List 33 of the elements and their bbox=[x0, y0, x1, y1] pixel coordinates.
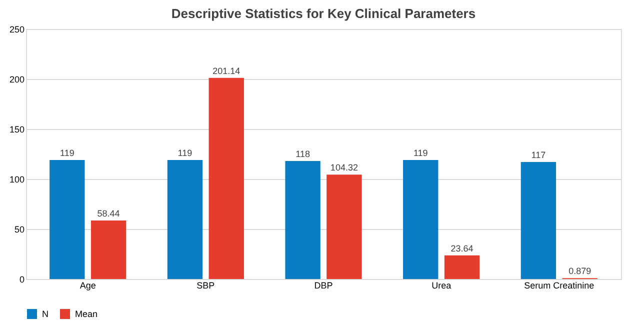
x-tick-label: Serum Creatinine bbox=[524, 280, 594, 290]
bar bbox=[403, 160, 438, 279]
y-tick-label: 0 bbox=[19, 274, 24, 284]
data-label: 0.879 bbox=[568, 266, 592, 276]
data-label: 58.44 bbox=[97, 208, 120, 219]
chart-title: Descriptive Statistics for Key Clinical Parameters bbox=[171, 6, 476, 21]
y-tick-label: 200 bbox=[9, 74, 24, 84]
x-tick-label: Urea bbox=[432, 280, 452, 290]
data-label: 118 bbox=[296, 149, 310, 159]
y-tick-label: 150 bbox=[9, 124, 24, 134]
data-label: 117 bbox=[531, 150, 546, 160]
bar bbox=[208, 78, 244, 279]
bar bbox=[90, 220, 126, 279]
x-tick-label: DBP bbox=[314, 280, 333, 290]
bar bbox=[326, 174, 362, 279]
x-tick-label: Age bbox=[80, 280, 96, 290]
data-label: 119 bbox=[413, 148, 428, 158]
data-label: 104.32 bbox=[330, 162, 358, 173]
y-tick-label: 250 bbox=[9, 24, 24, 34]
data-label: 119 bbox=[178, 148, 192, 158]
data-label: 23.64 bbox=[450, 243, 474, 254]
x-tick-label: SBP bbox=[196, 280, 215, 290]
y-tick-label: 50 bbox=[14, 224, 24, 234]
bar bbox=[167, 160, 203, 279]
data-label: 201.14 bbox=[212, 66, 240, 76]
bar bbox=[444, 255, 480, 279]
bar bbox=[520, 162, 556, 279]
y-tick-label: 100 bbox=[9, 174, 24, 184]
legend-label: Mean bbox=[75, 309, 98, 319]
bar bbox=[50, 160, 85, 279]
bar bbox=[285, 161, 320, 279]
data-label: 119 bbox=[60, 148, 74, 158]
legend-label: N bbox=[42, 309, 48, 319]
